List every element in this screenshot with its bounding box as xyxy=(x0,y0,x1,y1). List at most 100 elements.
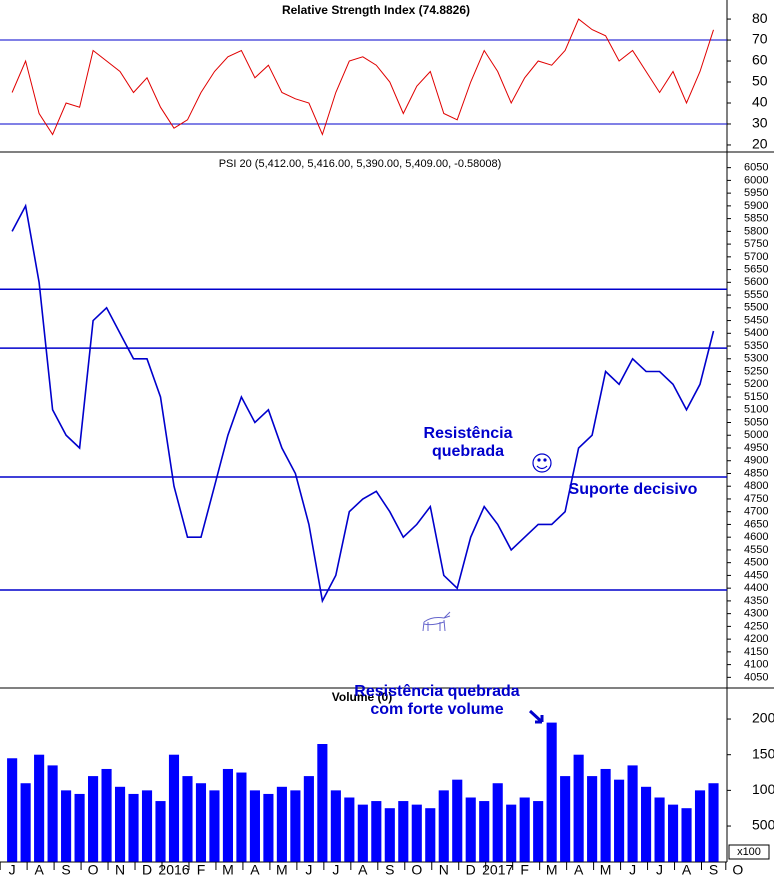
y-tick-label: 5850 xyxy=(744,213,768,225)
x-tick-label: M xyxy=(546,862,558,878)
y-tick-label: 4700 xyxy=(744,506,768,518)
y-tick-label: 4850 xyxy=(744,467,768,479)
bar xyxy=(614,779,625,862)
x-tick-label: D xyxy=(466,862,476,878)
bar xyxy=(694,790,706,862)
bar xyxy=(74,793,85,862)
x-tick-label: M xyxy=(600,862,612,878)
annotation: com forte volume xyxy=(370,701,503,718)
x-tick-label: F xyxy=(520,862,529,878)
bar xyxy=(195,783,207,862)
bar xyxy=(600,768,611,862)
y-tick-label: 6050 xyxy=(744,162,768,174)
bar xyxy=(641,786,652,862)
bar xyxy=(88,776,99,862)
x-tick-label: S xyxy=(385,862,394,878)
bar xyxy=(209,790,220,862)
y-tick-label: 5000 xyxy=(744,429,768,441)
panel-title: PSI 20 (5,412.00, 5,416.00, 5,390.00, 5,… xyxy=(219,158,502,170)
y-tick-label: 5900 xyxy=(744,200,768,212)
bar xyxy=(357,804,368,862)
x-tick-label: A xyxy=(682,862,692,878)
bar xyxy=(667,804,679,862)
bar xyxy=(141,790,153,862)
bar xyxy=(155,801,166,862)
y-tick-label: 1000 xyxy=(752,781,774,797)
bar xyxy=(114,786,126,862)
bar xyxy=(263,793,274,862)
unit-label: x100 xyxy=(737,846,761,858)
y-tick-label: 80 xyxy=(752,10,768,26)
y-tick-label: 30 xyxy=(752,115,768,131)
bar xyxy=(519,797,530,862)
x-tick-label: O xyxy=(732,862,743,878)
x-tick-label: J xyxy=(332,862,339,878)
bar xyxy=(465,797,476,862)
y-tick-label: 60 xyxy=(752,52,768,68)
bar xyxy=(546,722,557,862)
y-tick-label: 4750 xyxy=(744,493,768,505)
y-tick-label: 5700 xyxy=(744,251,768,263)
y-tick-label: 70 xyxy=(752,31,768,47)
bar xyxy=(411,804,422,862)
bar xyxy=(587,776,598,862)
bar xyxy=(34,754,45,862)
y-tick-label: 4900 xyxy=(744,455,768,467)
y-tick-label: 5950 xyxy=(744,187,768,199)
y-tick-label: 4100 xyxy=(744,659,768,671)
x-tick-label: A xyxy=(574,862,584,878)
bar xyxy=(533,801,544,862)
y-tick-label: 4300 xyxy=(744,608,768,620)
bar xyxy=(708,783,719,862)
x-tick-label: J xyxy=(305,862,312,878)
y-tick-label: 4650 xyxy=(744,518,768,530)
bar xyxy=(7,758,18,862)
smiley xyxy=(532,453,552,473)
bar xyxy=(384,808,395,862)
y-tick-label: 4550 xyxy=(744,544,768,556)
bull-icon xyxy=(422,611,451,632)
bar xyxy=(249,790,260,862)
x-tick-label: J xyxy=(629,862,636,878)
y-tick-label: 500 xyxy=(752,817,774,833)
y-tick-label: 4500 xyxy=(744,557,768,569)
bar xyxy=(20,783,31,862)
series-line xyxy=(11,203,715,604)
bar xyxy=(398,801,409,862)
annotation: Resistência xyxy=(424,425,513,442)
y-tick-label: 4200 xyxy=(744,633,768,645)
y-tick-label: 5500 xyxy=(744,302,768,314)
y-tick-label: 5200 xyxy=(744,378,768,390)
x-tick-label: O xyxy=(88,862,99,878)
bar xyxy=(330,790,341,862)
bar xyxy=(222,768,234,862)
bar xyxy=(506,804,517,862)
bar xyxy=(425,808,436,862)
bar xyxy=(290,790,301,862)
x-tick-label: A xyxy=(250,862,260,878)
y-tick-label: 5400 xyxy=(744,327,768,339)
bar xyxy=(61,790,72,862)
x-tick-label: 2017 xyxy=(482,862,513,878)
x-tick-label: N xyxy=(115,862,125,878)
y-tick-label: 5150 xyxy=(744,391,768,403)
y-tick-label: 4250 xyxy=(744,620,768,632)
y-tick-label: 4350 xyxy=(744,595,768,607)
bar xyxy=(317,744,328,862)
panel-title: Volume (0) xyxy=(332,690,392,704)
y-tick-label: 2000 xyxy=(752,710,774,726)
y-tick-label: 4150 xyxy=(744,646,768,658)
y-tick-label: 5750 xyxy=(744,238,768,250)
bar xyxy=(438,790,449,862)
y-tick-label: 50 xyxy=(752,73,768,89)
unit-box xyxy=(728,844,770,860)
y-tick-label: 20 xyxy=(752,136,768,152)
y-tick-label: 5050 xyxy=(744,416,768,428)
bar xyxy=(560,776,571,862)
x-tick-label: M xyxy=(222,862,234,878)
bar xyxy=(303,776,314,862)
x-tick-label: A xyxy=(34,862,44,878)
y-tick-label: 5100 xyxy=(744,404,768,416)
y-tick-label: 40 xyxy=(752,94,768,110)
series-line xyxy=(11,18,714,136)
